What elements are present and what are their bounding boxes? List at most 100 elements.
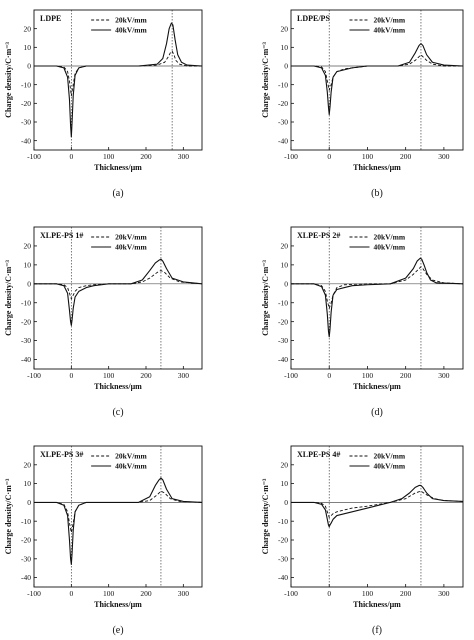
x-tick-label: 0 — [327, 371, 331, 380]
x-tick-label: 300 — [438, 371, 450, 380]
y-tick-label: 0 — [284, 498, 288, 507]
series-line-20kv — [34, 490, 203, 533]
x-tick-label: 100 — [362, 371, 374, 380]
y-tick-label: -20 — [278, 317, 288, 326]
x-tick-label: -100 — [27, 589, 41, 598]
plot-frame — [33, 445, 203, 588]
chart-panel-6: -100 0 100 200 300-40-30-20-1001020Thickness… — [261, 445, 464, 636]
x-tick-label: 0 — [327, 152, 331, 161]
chart-panel-4: -100 0 100 200 300-40-30-20-1001020Thickness… — [261, 226, 464, 418]
legend-label: 40kV/mm — [115, 243, 147, 252]
y-tick-label: -10 — [21, 298, 31, 307]
x-tick-label: 100 — [103, 152, 115, 161]
x-tick-label: 300 — [438, 589, 450, 598]
legend-label: 40kV/mm — [373, 243, 405, 252]
panel-title: XLPE-PS 1# — [40, 231, 83, 240]
y-tick-label: -40 — [21, 355, 31, 364]
panel-caption: (d) — [371, 407, 383, 418]
y-tick-label: 0 — [27, 498, 31, 507]
legend-label: 40kV/mm — [115, 26, 147, 35]
x-axis-label: Thickness/μm — [94, 600, 142, 609]
y-axis-label: Charge density/C·m⁻³ — [261, 42, 270, 118]
plot-frame — [33, 226, 203, 370]
y-tick-label: -10 — [21, 517, 31, 526]
x-tick-label: 200 — [140, 589, 152, 598]
x-axis-label: Thickness/μm — [353, 600, 401, 609]
y-tick-label: -30 — [21, 336, 31, 345]
x-tick-label: 0 — [69, 152, 73, 161]
y-tick-label: 20 — [281, 242, 289, 251]
x-axis-label: Thickness/μm — [353, 163, 401, 172]
y-tick-label: -40 — [278, 355, 288, 364]
x-tick-label: 300 — [178, 589, 190, 598]
x-tick-label: 300 — [178, 152, 190, 161]
x-axis-label: Thickness/μm — [353, 382, 401, 391]
panel-caption: (f) — [372, 625, 382, 636]
y-tick-label: 10 — [281, 260, 289, 269]
y-tick-label: 20 — [281, 24, 289, 33]
x-axis-label: Thickness/μm — [94, 163, 142, 172]
y-tick-label: -10 — [21, 80, 31, 89]
x-tick-label: 200 — [140, 152, 152, 161]
x-tick-label: -100 — [284, 589, 298, 598]
y-tick-label: -40 — [278, 573, 288, 582]
series-line-40kv — [34, 22, 203, 138]
plot-frame — [290, 226, 464, 370]
y-tick-label: 0 — [27, 62, 31, 71]
plot-frame — [290, 9, 464, 151]
legend-label: 20kV/mm — [115, 452, 147, 461]
y-tick-label: -30 — [21, 118, 31, 127]
y-tick-label: 20 — [24, 24, 32, 33]
y-tick-label: -20 — [278, 536, 288, 545]
series-line-40kv — [291, 484, 464, 528]
y-tick-label: 0 — [284, 62, 288, 71]
x-tick-label: -100 — [27, 152, 41, 161]
chart-panel-5: -100 0 100 200 300-40-30-20-1001020Thickness… — [4, 445, 203, 636]
y-tick-label: -20 — [21, 536, 31, 545]
panel-title: LDPE — [40, 14, 61, 23]
x-tick-label: 0 — [69, 371, 73, 380]
y-tick-label: 10 — [24, 43, 32, 52]
y-axis-label: Charge density/C·m⁻³ — [261, 478, 270, 554]
series-line-20kv — [34, 270, 203, 300]
x-tick-label: -100 — [284, 371, 298, 380]
series-line-40kv — [34, 477, 203, 565]
series-line-40kv — [291, 257, 464, 338]
panel-title: LDPE/PS — [297, 14, 330, 23]
series-line-20kv — [291, 54, 463, 91]
x-tick-label: -100 — [284, 152, 298, 161]
plot-frame — [290, 445, 464, 588]
x-tick-label: 100 — [362, 152, 374, 161]
y-tick-label: 10 — [24, 260, 32, 269]
panel-title: XLPE-PS 2# — [297, 231, 340, 240]
y-tick-label: -40 — [278, 136, 288, 145]
chart-panel-2: -100 0 100 200 300-40-30-20-1001020Thickness… — [261, 9, 464, 199]
series-line-20kv — [291, 490, 464, 518]
panel-caption: (e) — [112, 625, 123, 636]
y-tick-label: 20 — [24, 460, 32, 469]
legend-label: 20kV/mm — [373, 233, 405, 242]
legend-label: 20kV/mm — [373, 452, 405, 461]
y-tick-label: 10 — [281, 479, 289, 488]
y-tick-label: -20 — [21, 317, 31, 326]
x-tick-label: 300 — [178, 371, 190, 380]
panel-title: XLPE-PS 4# — [297, 450, 340, 459]
plot-frame — [33, 9, 203, 151]
y-tick-label: 20 — [281, 460, 289, 469]
panel-caption: (c) — [112, 407, 123, 418]
x-tick-label: 300 — [438, 152, 450, 161]
y-tick-label: -30 — [278, 118, 288, 127]
series-line-40kv — [34, 258, 203, 326]
x-tick-label: 100 — [103, 589, 115, 598]
series-line-20kv — [291, 266, 464, 309]
chart-panel-1: -100 0 100 200 300-40-30-20-1001020Thickness… — [4, 9, 203, 199]
y-tick-label: 20 — [24, 242, 32, 251]
y-tick-label: 0 — [27, 279, 31, 288]
y-tick-label: -30 — [278, 554, 288, 563]
y-axis-label: Charge density/C·m⁻³ — [4, 478, 13, 554]
y-tick-label: -30 — [21, 554, 31, 563]
x-tick-label: 200 — [140, 371, 152, 380]
legend-label: 40kV/mm — [115, 462, 147, 471]
x-tick-label: 0 — [327, 589, 331, 598]
